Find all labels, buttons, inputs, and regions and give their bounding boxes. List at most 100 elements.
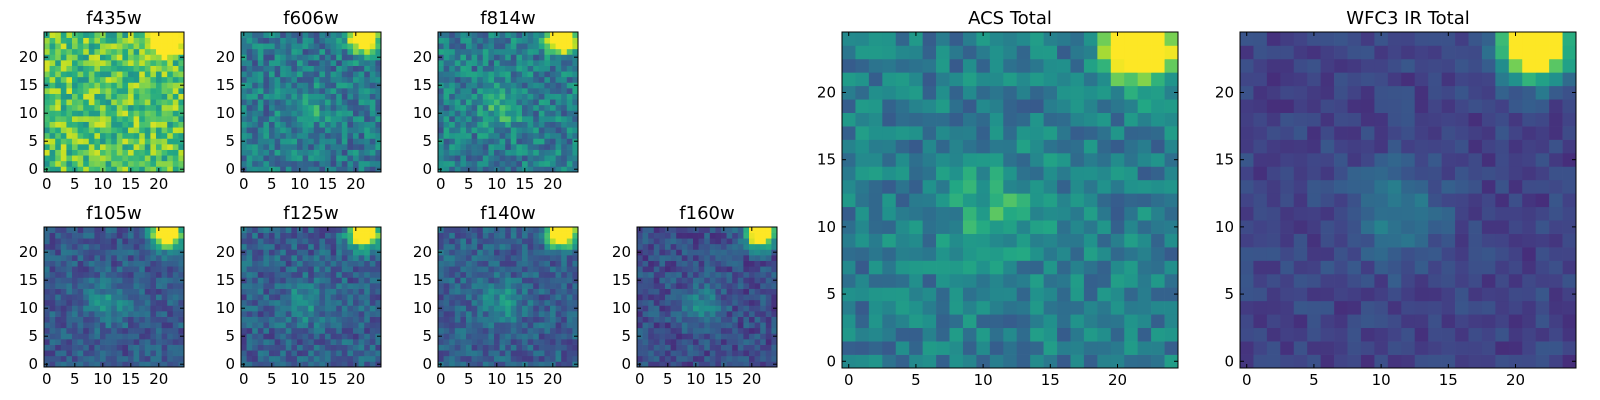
heatmap-cell xyxy=(133,355,140,362)
heatmap-cell xyxy=(527,299,534,306)
heatmap-cell xyxy=(494,271,500,278)
heatmap-cell xyxy=(494,144,500,150)
heatmap-cell xyxy=(693,311,699,317)
heatmap-cell xyxy=(172,350,179,357)
heatmap-cell xyxy=(88,82,95,89)
heatmap-cell xyxy=(687,350,694,357)
heatmap-cell xyxy=(721,299,727,306)
heatmap-cell xyxy=(252,155,259,162)
heatmap-cell xyxy=(665,344,671,351)
heatmap-cell xyxy=(246,299,253,306)
heatmap-cell xyxy=(375,121,382,128)
heatmap-cell xyxy=(709,311,716,317)
heatmap-cell xyxy=(285,93,292,100)
x-tick-label: 0 xyxy=(239,370,249,388)
heatmap-cell xyxy=(60,243,67,250)
heatmap-cell xyxy=(555,88,562,94)
heatmap-cell xyxy=(44,311,50,317)
heatmap-cell xyxy=(246,333,253,340)
heatmap-cell xyxy=(347,344,354,351)
heatmap-cell xyxy=(522,127,528,134)
heatmap-cell xyxy=(561,82,568,89)
heatmap-cell xyxy=(257,65,264,72)
heatmap-cell xyxy=(648,277,655,284)
heatmap-cell xyxy=(449,339,456,345)
heatmap-cell xyxy=(144,288,151,295)
heatmap-cell xyxy=(375,149,382,156)
heatmap-cell xyxy=(252,138,259,145)
heatmap-cell xyxy=(172,149,179,156)
heatmap-cell xyxy=(550,243,556,250)
heatmap-cell xyxy=(172,88,179,94)
heatmap-cell xyxy=(566,82,573,89)
heatmap-cell xyxy=(336,166,343,173)
heatmap-cell xyxy=(111,227,118,233)
heatmap-cell xyxy=(443,116,450,122)
heatmap-cell xyxy=(246,305,253,312)
heatmap-cell xyxy=(280,71,287,78)
heatmap-cell xyxy=(325,238,331,245)
heatmap-cell xyxy=(737,355,744,362)
heatmap-cell xyxy=(291,294,298,301)
heatmap-cell xyxy=(336,260,343,267)
heatmap-cell xyxy=(527,32,534,38)
heatmap-cell xyxy=(698,277,705,284)
heatmap-cell xyxy=(122,121,129,128)
heatmap-cell xyxy=(449,60,456,66)
heatmap-cell xyxy=(732,333,739,340)
heatmap-cell xyxy=(297,104,303,111)
heatmap-cell xyxy=(527,65,534,72)
heatmap-cell xyxy=(55,166,62,173)
heatmap-cell xyxy=(139,43,146,50)
heatmap-cell xyxy=(527,76,534,83)
heatmap-cell xyxy=(150,132,157,139)
heatmap-cell xyxy=(505,232,512,239)
heatmap-cell xyxy=(246,88,253,94)
heatmap-cell xyxy=(477,60,484,66)
heatmap-cell xyxy=(477,232,484,239)
heatmap-cell xyxy=(133,260,140,267)
heatmap-cell xyxy=(88,127,95,134)
heatmap-cell xyxy=(732,249,739,256)
heatmap-cell xyxy=(156,232,162,239)
heatmap-cell xyxy=(100,116,106,122)
heatmap-cell xyxy=(77,93,84,100)
heatmap-cell xyxy=(167,355,174,362)
heatmap-cell xyxy=(482,299,489,306)
heatmap-cell xyxy=(330,60,337,66)
heatmap-cell xyxy=(341,243,348,250)
heatmap-cell xyxy=(364,99,371,106)
heatmap-cell xyxy=(111,160,118,167)
heatmap-cell xyxy=(302,316,309,323)
heatmap-cell xyxy=(364,266,371,273)
heatmap-cell xyxy=(257,355,264,362)
heatmap-cell xyxy=(122,110,129,117)
heatmap-cell xyxy=(522,333,528,340)
heatmap-cell xyxy=(269,82,275,89)
heatmap-cell xyxy=(128,93,134,100)
heatmap-cell xyxy=(1043,260,1058,275)
heatmap-cell xyxy=(527,260,534,267)
heatmap-cell xyxy=(313,277,320,284)
heatmap-cell xyxy=(116,322,123,329)
heatmap-cell xyxy=(285,243,292,250)
heatmap-cell xyxy=(648,232,655,239)
heatmap-cell xyxy=(128,149,134,156)
heatmap-cell xyxy=(353,316,359,323)
heatmap-cell xyxy=(460,227,467,233)
heatmap-cell xyxy=(161,238,168,245)
heatmap-cell xyxy=(319,311,326,317)
heatmap-cell xyxy=(648,327,655,334)
heatmap-cell xyxy=(665,249,671,256)
heatmap-cell xyxy=(167,32,174,38)
heatmap-cell xyxy=(156,255,162,261)
heatmap-cell xyxy=(471,144,478,150)
heatmap-cell xyxy=(566,155,573,162)
heatmap-cell xyxy=(72,238,78,245)
heatmap-cell xyxy=(765,260,772,267)
heatmap-cell xyxy=(72,116,78,122)
heatmap-cell xyxy=(291,110,298,117)
heatmap-cell xyxy=(369,277,376,284)
heatmap-cell xyxy=(161,110,168,117)
heatmap-cell xyxy=(274,71,281,78)
